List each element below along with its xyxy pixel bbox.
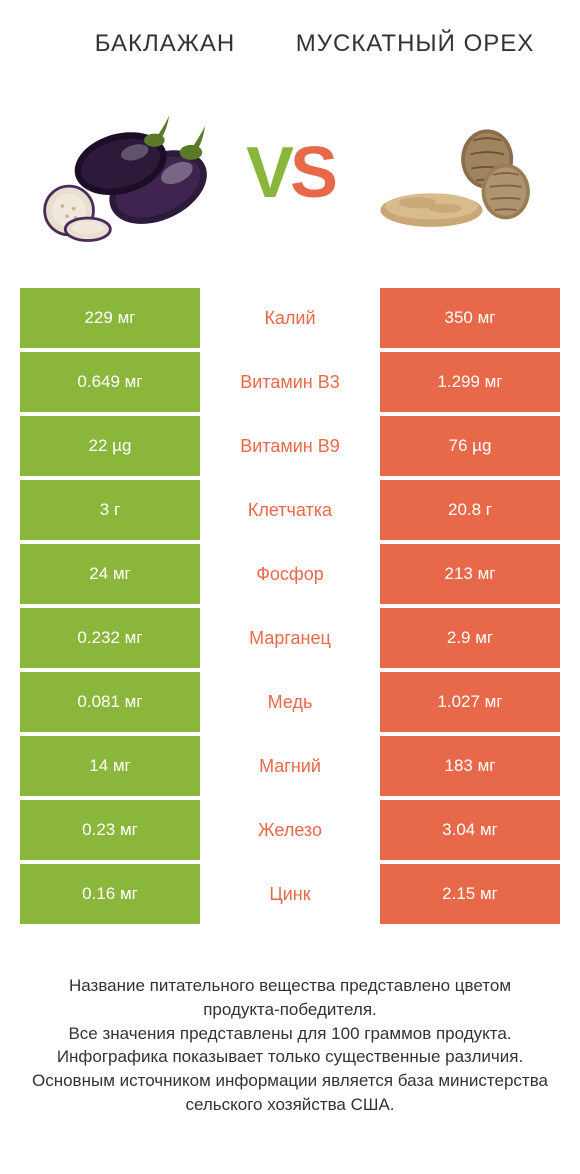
table-row: 0.16 мгЦинк2.15 мг <box>20 864 560 924</box>
cell-right-value: 183 мг <box>380 736 560 796</box>
cell-right-value: 1.299 мг <box>380 352 560 412</box>
cell-left-value: 0.232 мг <box>20 608 200 668</box>
cell-nutrient-label: Витамин B3 <box>200 352 380 412</box>
cell-nutrient-label: Фосфор <box>200 544 380 604</box>
table-row: 24 мгФосфор213 мг <box>20 544 560 604</box>
cell-left-value: 0.16 мг <box>20 864 200 924</box>
nutmeg-image <box>350 93 550 253</box>
cell-left-value: 24 мг <box>20 544 200 604</box>
table-row: 3 гКлетчатка20.8 г <box>20 480 560 540</box>
cell-left-value: 22 µg <box>20 416 200 476</box>
vs-v-letter: V <box>246 133 290 213</box>
table-row: 14 мгМагний183 мг <box>20 736 560 796</box>
header-left: БАКЛАЖАН <box>40 30 290 58</box>
comparison-table: 229 мгКалий350 мг0.649 мгВитамин B31.299… <box>0 288 580 924</box>
title-right: МУСКАТНЫЙ ОРЕХ <box>290 30 540 58</box>
cell-nutrient-label: Железо <box>200 800 380 860</box>
footer-line: Название питательного вещества представл… <box>30 974 550 1022</box>
table-row: 0.649 мгВитамин B31.299 мг <box>20 352 560 412</box>
cell-right-value: 3.04 мг <box>380 800 560 860</box>
nutmeg-icon <box>365 108 535 238</box>
header-right: МУСКАТНЫЙ ОРЕХ <box>290 30 540 58</box>
eggplant-image <box>30 93 230 253</box>
cell-right-value: 213 мг <box>380 544 560 604</box>
cell-nutrient-label: Витамин B9 <box>200 416 380 476</box>
table-row: 229 мгКалий350 мг <box>20 288 560 348</box>
cell-nutrient-label: Медь <box>200 672 380 732</box>
cell-right-value: 2.15 мг <box>380 864 560 924</box>
cell-nutrient-label: Цинк <box>200 864 380 924</box>
footer-notes: Название питательного вещества представл… <box>0 924 580 1117</box>
cell-right-value: 350 мг <box>380 288 560 348</box>
cell-left-value: 0.649 мг <box>20 352 200 412</box>
images-row: VS <box>0 68 580 288</box>
cell-right-value: 20.8 г <box>380 480 560 540</box>
footer-line: Основным источником информации является … <box>30 1069 550 1117</box>
title-left: БАКЛАЖАН <box>40 30 290 58</box>
table-row: 22 µgВитамин B976 µg <box>20 416 560 476</box>
table-row: 0.232 мгМарганец2.9 мг <box>20 608 560 668</box>
footer-line: Инфографика показывает только существенн… <box>30 1045 550 1069</box>
cell-nutrient-label: Марганец <box>200 608 380 668</box>
vs-badge: VS <box>246 132 334 214</box>
cell-left-value: 229 мг <box>20 288 200 348</box>
table-row: 0.081 мгМедь1.027 мг <box>20 672 560 732</box>
cell-left-value: 0.081 мг <box>20 672 200 732</box>
cell-nutrient-label: Калий <box>200 288 380 348</box>
table-row: 0.23 мгЖелезо3.04 мг <box>20 800 560 860</box>
cell-left-value: 0.23 мг <box>20 800 200 860</box>
cell-right-value: 2.9 мг <box>380 608 560 668</box>
cell-nutrient-label: Магний <box>200 736 380 796</box>
header: БАКЛАЖАН МУСКАТНЫЙ ОРЕХ <box>0 0 580 68</box>
eggplant-icon <box>35 98 225 248</box>
footer-line: Все значения представлены для 100 граммо… <box>30 1022 550 1046</box>
vs-s-letter: S <box>290 133 334 213</box>
cell-left-value: 3 г <box>20 480 200 540</box>
cell-left-value: 14 мг <box>20 736 200 796</box>
cell-right-value: 1.027 мг <box>380 672 560 732</box>
cell-right-value: 76 µg <box>380 416 560 476</box>
cell-nutrient-label: Клетчатка <box>200 480 380 540</box>
